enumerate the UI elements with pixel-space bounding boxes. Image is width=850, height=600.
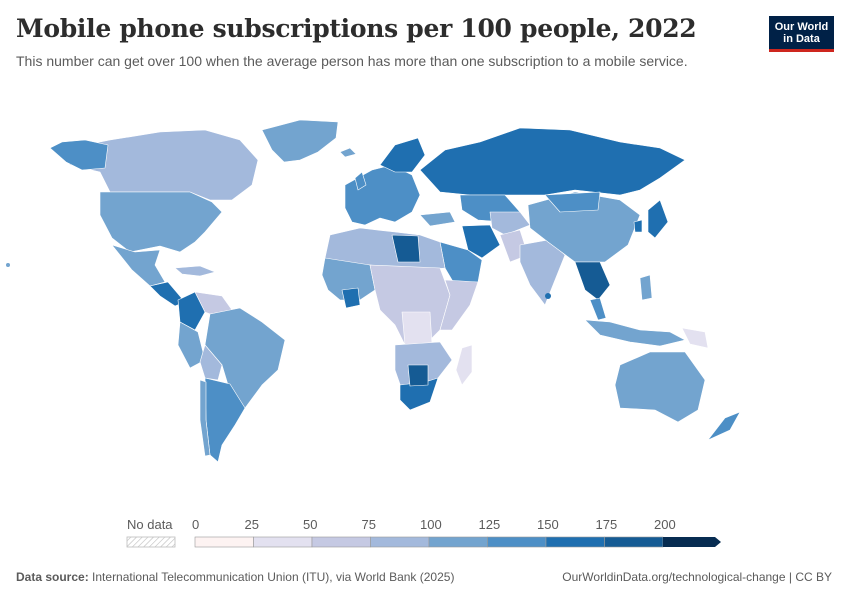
region-philippines [639, 274, 653, 301]
region-hawaii [6, 263, 10, 267]
source-text[interactable]: International Telecommunication Union (I… [92, 570, 455, 584]
region-new-zealand [707, 411, 741, 441]
region-malaysia [589, 297, 607, 321]
legend-tick-label: 50 [303, 517, 318, 532]
region-iran [461, 224, 501, 259]
legend-bin[interactable] [311, 536, 371, 548]
region-korea [633, 219, 643, 233]
region-alaska [49, 139, 109, 171]
region-iceland [339, 147, 357, 158]
footer-source: Data source: International Telecommunica… [16, 570, 454, 584]
region-botswana [407, 364, 429, 387]
region-greenland [261, 119, 339, 163]
region-japan [647, 199, 669, 239]
legend-bin[interactable] [194, 536, 254, 548]
chart-subtitle: This number can get over 100 when the av… [16, 53, 688, 69]
region-usa [99, 191, 223, 253]
legend-tick-label: 75 [361, 517, 376, 532]
legend-bin-overflow[interactable] [663, 537, 721, 547]
region-cote-divoire [341, 287, 361, 309]
region-colombia [177, 291, 206, 331]
region-png [681, 327, 709, 349]
region-central-asia [489, 211, 531, 236]
legend-tick-label: 150 [537, 517, 559, 532]
region-sri-lanka [545, 293, 551, 299]
region-canada [59, 129, 259, 201]
chart-title: Mobile phone subscriptions per 100 peopl… [16, 14, 697, 43]
legend-bin[interactable] [253, 536, 313, 548]
logo-line-1: Our World [774, 20, 829, 33]
region-bolivia [199, 344, 223, 381]
legend-bin[interactable] [428, 536, 488, 548]
logo-line-2: in Data [783, 32, 820, 45]
legend-bin[interactable] [487, 536, 547, 548]
source-label: Data source: [16, 570, 89, 584]
region-madagascar [455, 344, 473, 386]
region-scandinavia [379, 137, 426, 173]
legend-tick-label: 175 [595, 517, 618, 532]
legend-tick-label: 0 [192, 517, 200, 532]
region-mongolia [544, 191, 601, 213]
legend-no-data-swatch [126, 536, 176, 548]
owid-logo[interactable]: Our World in Data [769, 16, 834, 52]
legend-no-data-label: No data [127, 517, 173, 532]
region-indonesia [584, 319, 686, 347]
region-mexico [111, 244, 166, 287]
region-chile [199, 379, 211, 457]
legend-bin[interactable] [545, 536, 605, 548]
region-east-africa [439, 279, 479, 331]
legend-bin[interactable] [370, 536, 430, 548]
footer-credit[interactable]: OurWorldinData.org/technological-change … [562, 570, 832, 584]
region-se-asia [574, 261, 611, 301]
legend-tick-label: 25 [244, 517, 259, 532]
legend-bins [194, 536, 721, 548]
region-peru [177, 321, 206, 369]
legend-tick-label: 200 [654, 517, 676, 532]
region-australia [614, 351, 706, 423]
legend-bin[interactable] [604, 536, 664, 548]
legend-tick-label: 100 [420, 517, 442, 532]
region-libya [391, 234, 421, 263]
region-turkey [419, 211, 456, 227]
legend-tick-label: 125 [478, 517, 501, 532]
region-uk [354, 171, 367, 191]
region-caribbean [174, 265, 216, 277]
